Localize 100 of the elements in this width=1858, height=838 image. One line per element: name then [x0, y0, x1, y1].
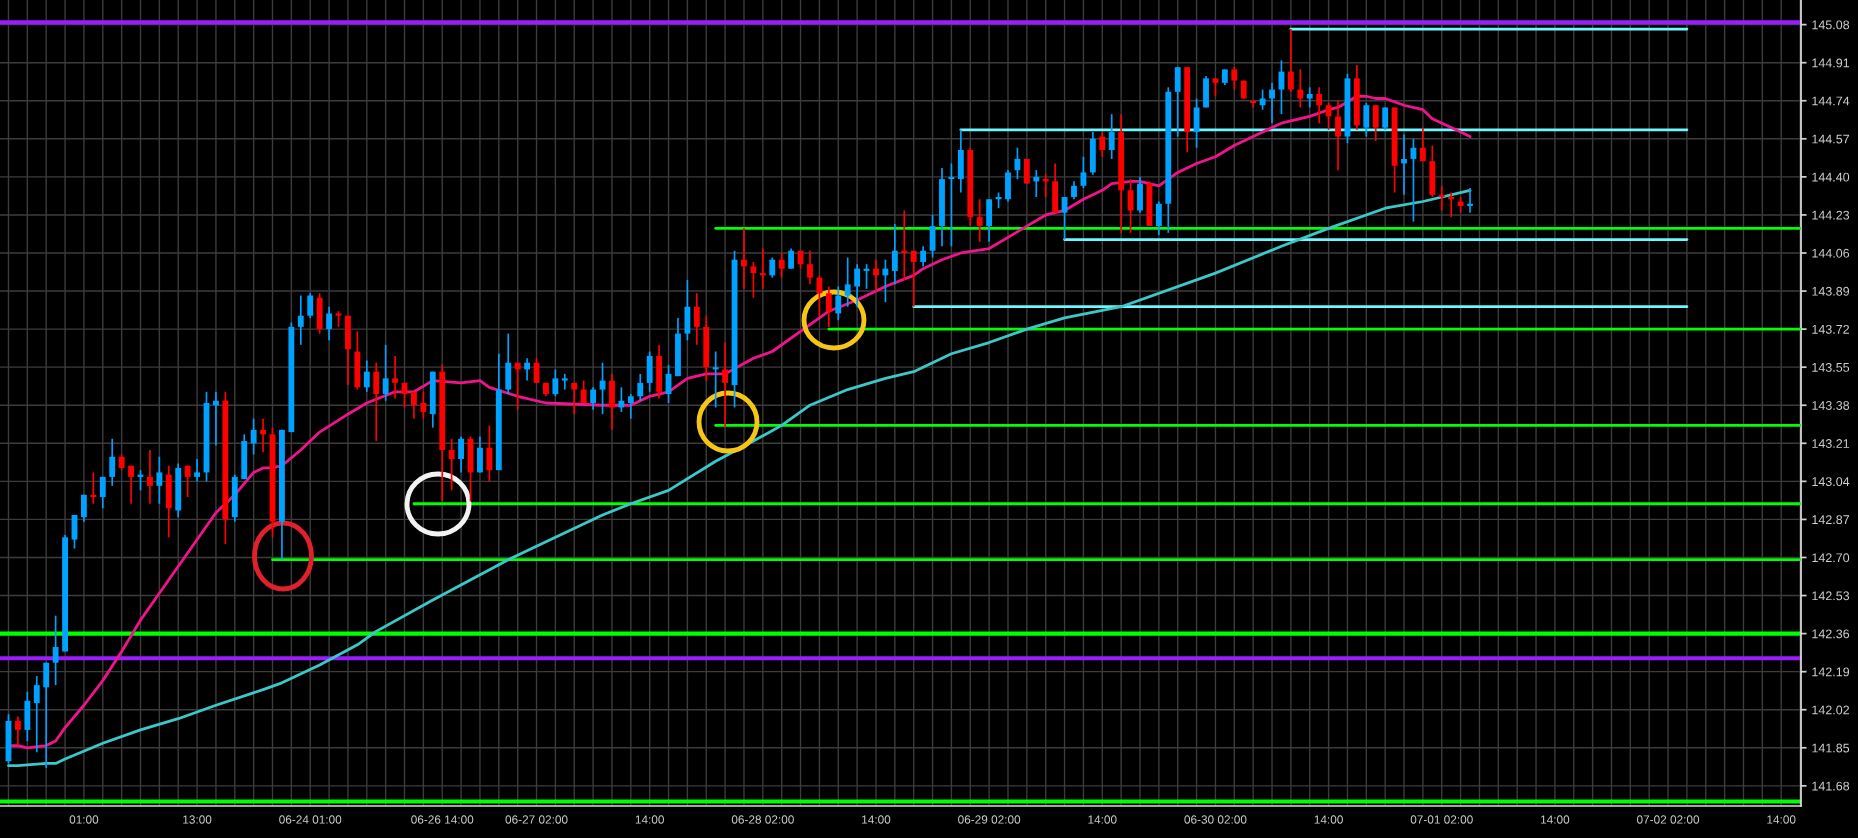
candlestick: [1297, 68, 1304, 109]
candlestick: [618, 386, 625, 413]
candlestick: [1448, 191, 1455, 219]
candlestick: [1033, 169, 1040, 198]
candlestick: [1099, 131, 1106, 158]
candlestick: [835, 285, 842, 321]
candlestick: [194, 458, 200, 483]
candlestick: [1287, 28, 1294, 93]
x-tick-label: 14:00: [1767, 815, 1796, 824]
candlestick: [854, 263, 861, 308]
y-tick-label: 141.68: [1812, 781, 1850, 791]
x-tick-label: 14:00: [862, 815, 891, 824]
candlestick: [156, 455, 163, 505]
x-tick-label: 14:00: [1314, 815, 1343, 824]
candlestick: [297, 294, 304, 346]
x-tick-label: 14:00: [1088, 815, 1117, 824]
candlestick: [637, 373, 644, 402]
candlestick: [52, 614, 59, 686]
candlestick: [750, 261, 757, 299]
y-tick-label: 142.02: [1812, 705, 1850, 715]
candlestick: [844, 256, 851, 308]
candlestick: [816, 274, 823, 317]
candlestick: [1259, 88, 1266, 111]
candlestick: [759, 247, 766, 290]
line-series: [7, 188, 1472, 768]
candlestick: [514, 361, 521, 411]
candlestick: [307, 292, 314, 319]
candlestick: [382, 343, 389, 402]
candlestick: [891, 223, 898, 286]
candlestick: [147, 449, 153, 505]
candlestick: [1325, 102, 1332, 131]
x-tick-label: 06-30 02:00: [1184, 815, 1247, 824]
candlestick: [213, 390, 219, 447]
x-tick-label: 06-28 02:00: [731, 815, 794, 824]
x-tick-label: 01:00: [69, 815, 99, 824]
y-tick-label: 143.72: [1812, 324, 1850, 334]
candlestick: [363, 359, 370, 393]
y-tick-label: 144.23: [1812, 210, 1850, 220]
candlestick: [524, 357, 531, 382]
y-tick-label: 145.08: [1812, 20, 1850, 30]
candlestick: [571, 382, 578, 416]
candlestick: [33, 675, 40, 754]
candlestick: [778, 252, 785, 279]
candlestick: [873, 258, 879, 292]
x-tick-label: 14:00: [635, 815, 664, 824]
candlestick: [561, 373, 568, 391]
candlestick: [1438, 184, 1445, 212]
candlestick: [81, 493, 87, 523]
y-tick-label: 143.89: [1812, 286, 1850, 296]
candlestick: [448, 437, 455, 492]
x-tick-label: 13:00: [183, 815, 212, 824]
candlestick: [1419, 126, 1426, 163]
x-tick-label: 06-26 14:00: [411, 815, 474, 824]
candlestick: [1467, 187, 1473, 214]
y-tick-label: 143.21: [1812, 439, 1850, 448]
candlestick: [741, 227, 747, 290]
candlestick: [458, 435, 465, 474]
y-tick-label: 144.91: [1812, 58, 1850, 68]
candlestick: [109, 437, 116, 487]
candlestick: [326, 305, 333, 342]
y-tick-label: 142.19: [1812, 667, 1850, 677]
candlestick: [722, 341, 729, 429]
candlestick: [260, 417, 266, 454]
candlestick: [1382, 106, 1389, 131]
candlestick: [1231, 66, 1238, 91]
candlestick: [184, 464, 191, 498]
candlestick: [14, 715, 21, 747]
candlestick: [90, 471, 97, 505]
candlestick: [1372, 104, 1379, 142]
y-tick-label: 143.55: [1812, 362, 1850, 372]
candlestick: [99, 476, 106, 510]
y-tick-label: 142.36: [1812, 629, 1850, 639]
candlestick: [769, 256, 776, 279]
y-tick-label: 143.38: [1812, 401, 1850, 410]
candlestick: [250, 417, 257, 456]
candlestick: [373, 361, 380, 442]
candlestick: [976, 198, 983, 243]
x-tick-label: 06-29 02:00: [958, 815, 1021, 824]
x-tick-label: 07-01 02:00: [1410, 815, 1473, 824]
candlestick: [901, 209, 908, 281]
candlestick: [1335, 99, 1341, 171]
x-tick-label: 06-27 02:00: [505, 815, 568, 824]
candlestick: [807, 249, 813, 286]
y-tick-label: 141.85: [1812, 743, 1850, 753]
candlestick: [420, 390, 427, 420]
candlestick: [128, 464, 134, 505]
y-tick-label: 144.40: [1812, 172, 1850, 182]
candlestick: [693, 292, 700, 346]
candlestick: [552, 368, 559, 398]
x-tick-label: 14:00: [1541, 815, 1570, 824]
candlestick: [1316, 86, 1323, 124]
candlestick: [948, 162, 955, 248]
y-tick-label: 144.57: [1812, 134, 1850, 144]
candlestick: [627, 393, 634, 420]
candlestick: [411, 390, 417, 420]
x-tick-label: 06-24 01:00: [279, 815, 342, 824]
y-tick-label: 144.74: [1812, 96, 1850, 106]
candlestick: [910, 249, 917, 308]
candlestick: [1401, 133, 1407, 196]
candlestick: [788, 247, 795, 270]
